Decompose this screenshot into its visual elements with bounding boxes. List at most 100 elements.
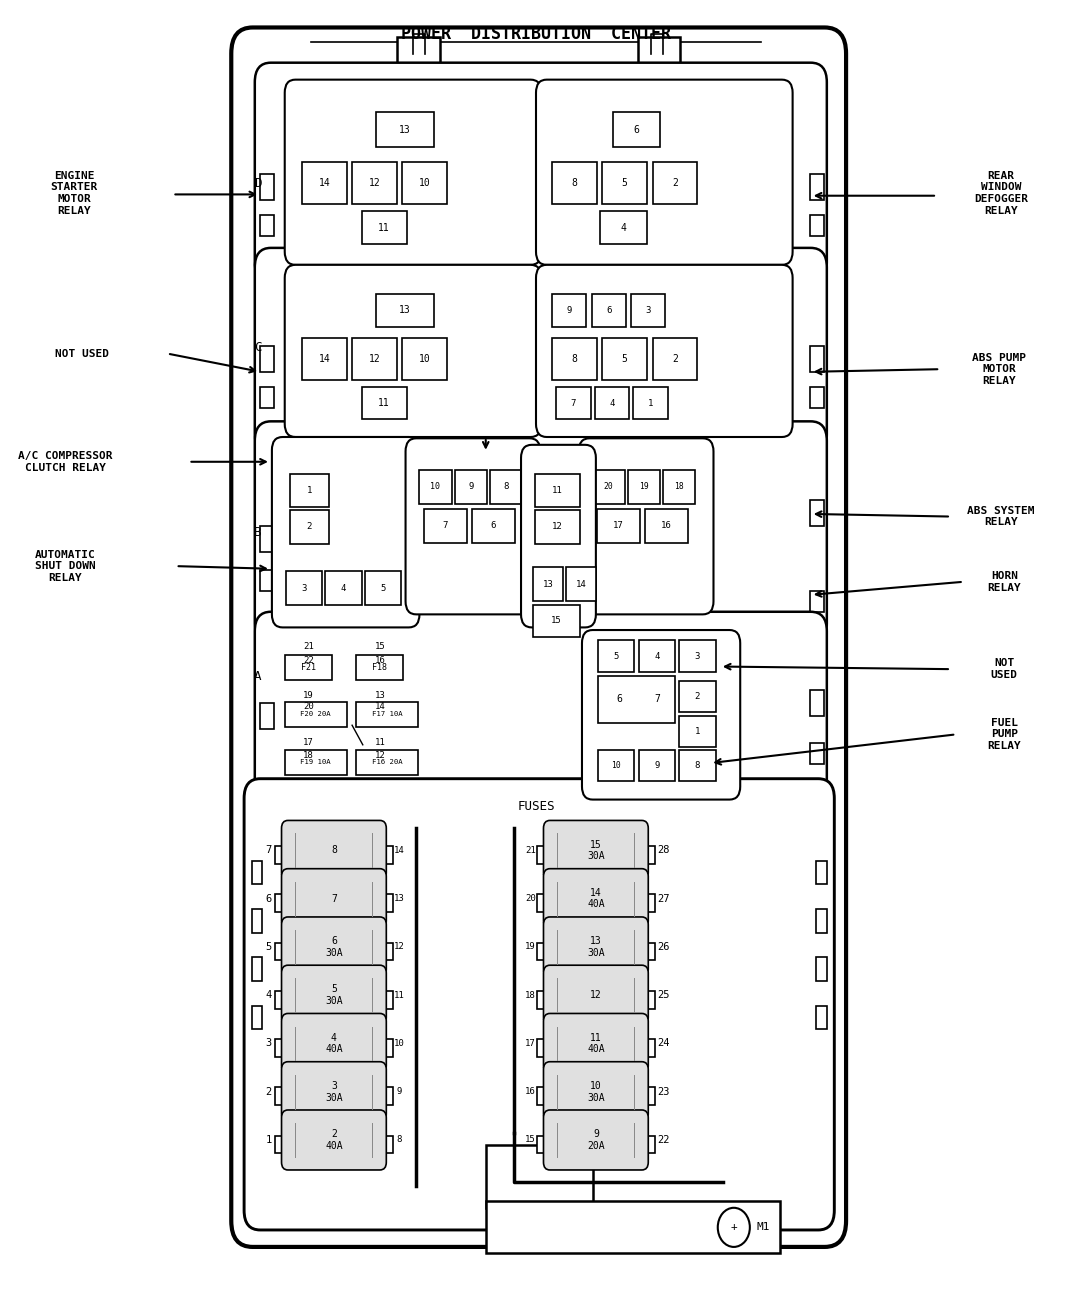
Text: 17: 17 (303, 737, 314, 746)
Text: 17: 17 (613, 521, 624, 531)
Text: B: B (254, 525, 262, 538)
Bar (379, 846, 392, 864)
Text: 9: 9 (468, 482, 474, 491)
FancyBboxPatch shape (536, 80, 792, 265)
Bar (628, 469, 660, 503)
Text: 8: 8 (397, 1136, 402, 1145)
Bar (364, 571, 401, 605)
Text: 8: 8 (571, 354, 578, 363)
FancyBboxPatch shape (544, 869, 649, 929)
Text: FUEL
PUMP
RELAY: FUEL PUMP RELAY (987, 718, 1022, 752)
Bar (285, 655, 331, 680)
FancyBboxPatch shape (544, 1110, 649, 1170)
Text: 9: 9 (566, 306, 571, 315)
Bar (634, 387, 668, 418)
Bar (809, 346, 823, 371)
Text: 12: 12 (393, 942, 404, 951)
Text: 14
40A: 14 40A (587, 887, 605, 910)
Bar (276, 846, 288, 864)
FancyBboxPatch shape (544, 1061, 649, 1121)
Bar (537, 894, 550, 912)
Text: 22: 22 (303, 656, 314, 664)
Text: 2: 2 (672, 178, 678, 188)
Text: F20 20A: F20 20A (300, 711, 331, 718)
Text: 7: 7 (443, 521, 448, 531)
Text: 3: 3 (695, 652, 700, 660)
Bar (486, 1201, 779, 1253)
Bar (356, 655, 403, 680)
Text: 13: 13 (399, 125, 411, 135)
Text: REAR
WINDOW
DEFOGGER
RELAY: REAR WINDOW DEFOGGER RELAY (974, 171, 1028, 216)
Bar (592, 294, 626, 328)
Text: 6: 6 (266, 894, 272, 903)
Text: 12: 12 (369, 178, 381, 188)
Text: 10: 10 (393, 1039, 404, 1048)
Text: 4: 4 (621, 222, 627, 233)
Text: 6
30A: 6 30A (325, 936, 343, 958)
Text: 16: 16 (374, 656, 385, 664)
Text: 18: 18 (674, 482, 684, 491)
Text: 20: 20 (303, 702, 314, 711)
FancyBboxPatch shape (272, 437, 419, 627)
Text: NOT USED: NOT USED (55, 349, 108, 358)
Text: 6: 6 (634, 125, 639, 135)
Bar (260, 346, 274, 371)
Text: 8: 8 (695, 761, 700, 770)
FancyBboxPatch shape (255, 612, 827, 810)
Text: 5: 5 (613, 652, 619, 660)
FancyBboxPatch shape (285, 80, 541, 265)
Text: 5
30A: 5 30A (325, 984, 343, 1006)
Bar (276, 942, 288, 961)
Bar (379, 1136, 392, 1153)
Bar (352, 162, 397, 204)
FancyBboxPatch shape (579, 438, 714, 614)
FancyBboxPatch shape (544, 918, 649, 976)
Bar (276, 894, 288, 912)
Text: 5: 5 (381, 584, 386, 593)
Bar (613, 112, 660, 148)
FancyBboxPatch shape (544, 1013, 649, 1073)
FancyBboxPatch shape (282, 965, 386, 1025)
Bar (809, 690, 823, 716)
Text: 12: 12 (369, 354, 381, 363)
Text: 7: 7 (654, 694, 659, 704)
Bar (631, 294, 666, 328)
Text: NOT
USED: NOT USED (991, 659, 1017, 680)
Text: 1: 1 (266, 1134, 272, 1145)
Text: 4: 4 (266, 991, 272, 1000)
Bar (809, 387, 823, 408)
Bar (419, 469, 451, 503)
Text: 13
30A: 13 30A (587, 936, 605, 958)
Bar (537, 1039, 550, 1057)
Bar (379, 1039, 392, 1057)
Text: 13: 13 (399, 306, 411, 315)
Text: +: + (730, 1222, 738, 1233)
FancyBboxPatch shape (536, 265, 792, 437)
FancyBboxPatch shape (282, 821, 386, 881)
Bar (423, 508, 466, 542)
Text: AUTOMATIC
SHUT DOWN
RELAY: AUTOMATIC SHUT DOWN RELAY (35, 549, 95, 583)
Bar (816, 910, 827, 933)
Text: 10: 10 (419, 178, 431, 188)
Bar (379, 991, 392, 1009)
Text: 14: 14 (393, 846, 404, 855)
Bar (375, 112, 434, 148)
Bar (552, 162, 597, 204)
Text: 16: 16 (525, 1087, 536, 1097)
Text: 1: 1 (307, 486, 312, 495)
Bar (602, 339, 647, 379)
Text: 16: 16 (661, 521, 672, 531)
FancyBboxPatch shape (282, 918, 386, 976)
Bar (291, 510, 329, 544)
Bar (291, 473, 329, 507)
FancyBboxPatch shape (255, 248, 827, 454)
Text: 14: 14 (318, 178, 330, 188)
Text: 9
20A: 9 20A (587, 1129, 605, 1150)
Text: 14: 14 (576, 580, 586, 589)
Bar (260, 387, 274, 408)
Text: 8: 8 (571, 178, 578, 188)
Text: 12: 12 (374, 750, 385, 759)
Bar (598, 750, 635, 782)
Bar (402, 162, 447, 204)
Bar (597, 508, 640, 542)
